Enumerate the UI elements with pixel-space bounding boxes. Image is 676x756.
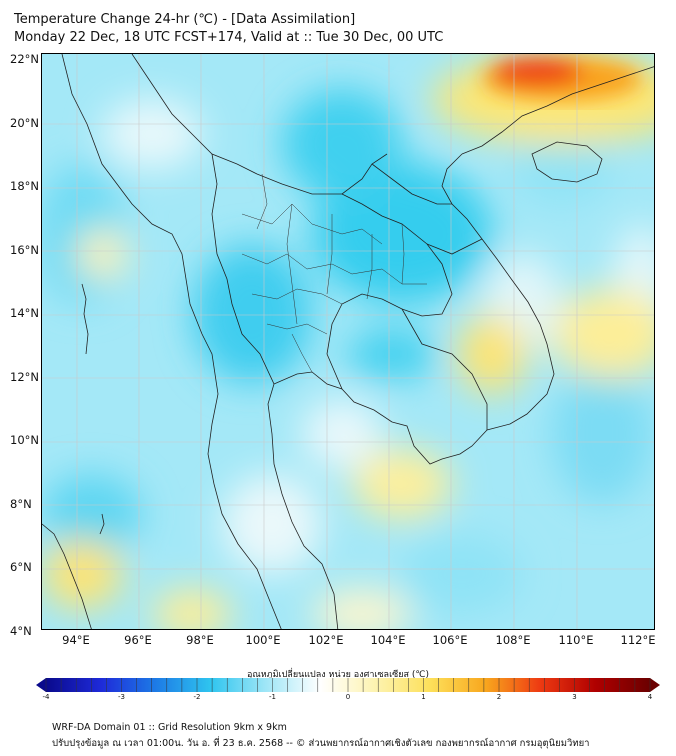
colorbar-label: 1 (421, 693, 426, 701)
lon-label-106e: 106°E (432, 633, 468, 647)
colorbar-label: 3 (572, 693, 577, 701)
colorbar-min-arrow (36, 678, 46, 692)
lat-label-16n: 16°N (10, 243, 39, 257)
lat-label-8n: 8°N (10, 497, 32, 511)
lat-label-14n: 14°N (10, 306, 39, 320)
hot-spot (482, 57, 642, 101)
footer-credit: ปรับปรุงข้อมูล ณ เวลา 01:00น. วัน อ. ที่… (52, 738, 590, 749)
colorbar-max-arrow (650, 678, 660, 692)
colorbar-title: อุณหภูมิเปลี่ยนแปลง หน่วย องศาเซลเซียส (… (246, 670, 430, 680)
chart-title: Temperature Change 24-hr (℃) - [Data Ass… (14, 12, 356, 27)
temperature-change-map (41, 53, 655, 630)
lat-label-20n: 20°N (10, 116, 39, 130)
lon-label-102e: 102°E (308, 633, 344, 647)
map-canvas (42, 54, 654, 629)
lat-label-18n: 18°N (10, 179, 39, 193)
lat-label-12n: 12°N (10, 370, 39, 384)
graticule (42, 54, 654, 629)
lon-label-112e: 112°E (620, 633, 656, 647)
lon-label-94e: 94°E (62, 633, 90, 647)
lat-label-6n: 6°N (10, 560, 32, 574)
lat-label-4n: 4°N (10, 624, 32, 638)
lat-label-10n: 10°N (10, 433, 39, 447)
colorbar (36, 678, 660, 692)
lat-label-22n: 22°N (10, 52, 39, 66)
colorbar-label: -4 (42, 693, 50, 701)
colorbar-label: 0 (345, 693, 351, 701)
province-borders (241, 173, 427, 373)
lon-label-110e: 110°E (558, 633, 594, 647)
lon-label-108e: 108°E (495, 633, 531, 647)
lon-label-96e: 96°E (124, 633, 152, 647)
chart-subtitle: Monday 22 Dec, 18 UTC FCST+174, Valid at… (14, 30, 444, 45)
lon-label-100e: 100°E (245, 633, 281, 647)
colorbar-label: -3 (118, 693, 125, 701)
colorbar-label: 2 (496, 693, 502, 701)
colorbar-label: -1 (269, 693, 276, 701)
footer-model-info: WRF-DA Domain 01 :: Grid Resolution 9km … (52, 722, 287, 733)
colorbar-label: -2 (193, 693, 201, 701)
colorbar-label: 4 (647, 693, 653, 701)
coastlines-and-borders (42, 54, 654, 629)
lon-label-104e: 104°E (370, 633, 406, 647)
lon-label-98e: 98°E (186, 633, 214, 647)
